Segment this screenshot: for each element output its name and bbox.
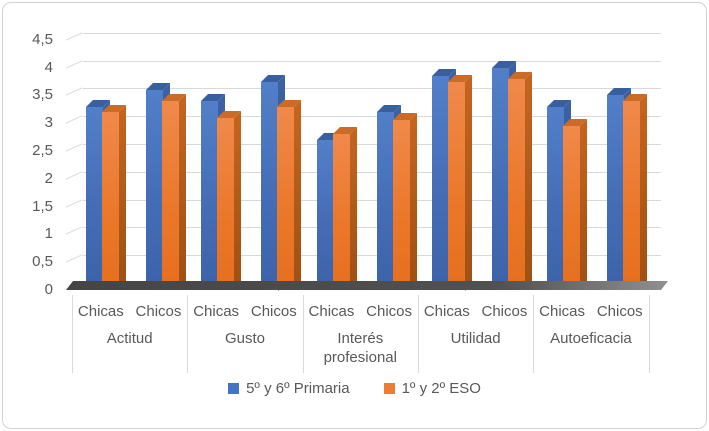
bar-eso-Interés profesional-Chicos <box>392 113 417 290</box>
bar-front-face <box>217 117 235 290</box>
bar-side-face <box>524 71 532 290</box>
legend-item-eso: 1º y 2º ESO <box>383 380 481 397</box>
bar-side-face <box>119 105 126 290</box>
bar-front-face <box>316 139 334 290</box>
axis-tick <box>65 171 83 180</box>
bar-front-face <box>547 106 565 290</box>
axis-tick <box>65 59 83 69</box>
bar-eso-Autoeficacia-Chicas <box>563 118 588 290</box>
gridline <box>83 227 661 229</box>
bar-side-face <box>409 113 417 290</box>
y-axis-tick-label: 1 <box>44 225 53 243</box>
bar-front-face <box>607 95 625 290</box>
bar-side-face <box>349 127 357 290</box>
bar-primaria-Utilidad-Chicas <box>431 68 456 290</box>
bar-front-face <box>376 112 394 290</box>
gridline <box>83 32 661 34</box>
bar-front-face <box>623 100 641 290</box>
bar-front-face <box>332 134 350 290</box>
bar-front-face <box>261 81 279 290</box>
y-axis-tick-label: 0 <box>44 281 53 298</box>
gridline <box>83 116 661 118</box>
y-axis-tick-label: 3 <box>44 114 53 132</box>
bar-eso-Gusto-Chicas <box>217 110 242 290</box>
bar-eso-Actitud-Chicas <box>102 105 126 290</box>
bar-side-face <box>580 118 588 290</box>
y-axis-tick-label: 2,5 <box>32 142 53 159</box>
bar-front-face <box>201 100 219 290</box>
axis-tick <box>65 32 83 41</box>
bar-side-face <box>234 110 242 290</box>
gridline <box>83 88 661 90</box>
legend-item-primaria: 5º y 6º Primaria <box>228 380 350 397</box>
bar-eso-Interés profesional-Chicas <box>332 127 357 290</box>
bar-side-face <box>640 93 648 290</box>
bar-eso-Utilidad-Chicos <box>507 71 532 290</box>
bar-eso-Gusto-Chicos <box>277 99 302 290</box>
bar-primaria-Autoeficacia-Chicas <box>547 99 572 290</box>
bar-primaria-Interés profesional-Chicos <box>376 105 401 290</box>
legend-swatch-primaria-icon <box>228 383 240 394</box>
axis-tick <box>65 87 83 97</box>
legend-label-primaria: 5º y 6º Primaria <box>246 380 350 397</box>
gridline <box>83 255 661 257</box>
y-axis-tick-label: 4 <box>44 58 53 76</box>
bar-front-face <box>392 120 410 290</box>
axis-tick <box>65 254 83 263</box>
bar-front-face <box>507 78 525 290</box>
legend: 5º y 6º Primaria 1º y 2º ESO <box>3 380 706 397</box>
bar-primaria-Actitud-Chicos <box>146 82 170 290</box>
legend-label-eso: 1º y 2º ESO <box>401 380 481 397</box>
axis-tick <box>65 143 83 152</box>
bar-front-face <box>86 106 103 290</box>
axis-tick <box>65 115 83 124</box>
axis-tick <box>65 198 83 208</box>
bar-primaria-Gusto-Chicas <box>201 93 226 290</box>
gridline <box>83 60 661 62</box>
bar-front-face <box>447 81 465 290</box>
bar-front-face <box>277 106 295 290</box>
bar-eso-Utilidad-Chicas <box>447 74 472 290</box>
bar-eso-Actitud-Chicos <box>162 93 186 290</box>
bar-eso-Autoeficacia-Chicos <box>623 93 648 290</box>
y-axis-tick-label: 1,5 <box>32 197 53 215</box>
bar-front-face <box>491 67 509 290</box>
y-axis-tick-label: 4,5 <box>32 30 53 48</box>
legend-swatch-eso-icon <box>383 383 395 394</box>
bar-side-face <box>179 93 186 290</box>
bar-front-face <box>431 75 449 290</box>
gridline <box>83 171 661 173</box>
gridline <box>83 144 661 145</box>
bar-primaria-Utilidad-Chicos <box>491 60 516 290</box>
bar-side-face <box>294 99 302 290</box>
bar-side-face <box>464 74 472 290</box>
y-axis-tick-label: 2 <box>44 169 53 187</box>
bar-primaria-Gusto-Chicos <box>261 74 286 290</box>
bar-front-face <box>162 100 179 290</box>
axis-tick <box>65 226 83 236</box>
plot-area: 0 0,5 1 1,5 2 2,5 3 3,5 4 4,5 <box>3 3 706 428</box>
bar-primaria-Actitud-Chicas <box>86 99 110 290</box>
y-axis-tick-label: 0,5 <box>32 253 53 271</box>
chart-floor <box>66 281 668 290</box>
gridline <box>83 199 661 201</box>
bar-primaria-Interés profesional-Chicas <box>316 132 341 290</box>
bar-primaria-Autoeficacia-Chicos <box>607 88 632 290</box>
bar-front-face <box>563 125 581 290</box>
bar-front-face <box>102 112 119 290</box>
bar-front-face <box>146 89 163 290</box>
y-axis-tick-label: 3,5 <box>32 86 53 104</box>
